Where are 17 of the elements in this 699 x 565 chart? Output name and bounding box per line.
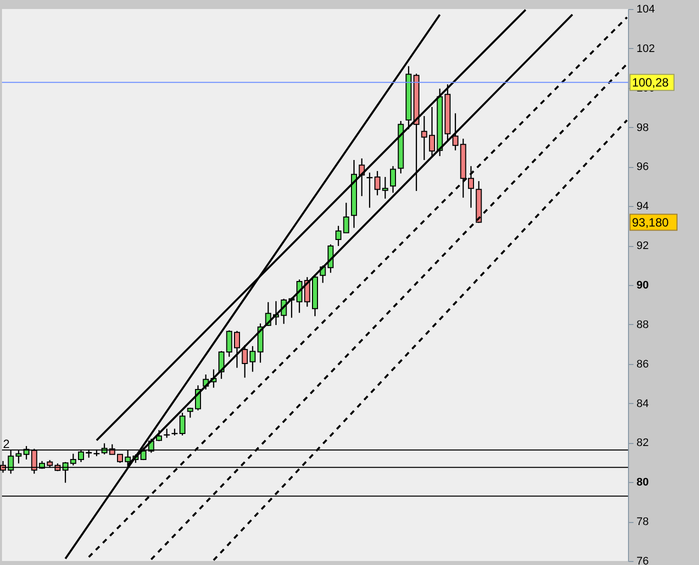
- y-tick-label: 102: [636, 42, 655, 55]
- y-tick-label: 78: [636, 516, 649, 528]
- y-tick-label: 92: [636, 240, 649, 252]
- y-tick-label: 94: [636, 200, 649, 213]
- ref-line-label: 100,28: [632, 75, 670, 90]
- y-tick-label: 80: [636, 476, 649, 489]
- y-tick-label: 84: [636, 398, 649, 410]
- text: 93,180: [632, 215, 670, 230]
- y-tick-label: 98: [636, 122, 649, 134]
- y-tick-label: 90: [636, 280, 649, 292]
- y-tick-label: 76: [636, 556, 649, 565]
- y-tick-label: 96: [636, 161, 649, 174]
- y-tick-label: 88: [636, 318, 649, 331]
- annotation: 2: [3, 437, 10, 451]
- y-tick-label: 86: [636, 358, 649, 370]
- y-tick-label: 104: [636, 4, 655, 16]
- y-tick-label: 82: [636, 437, 649, 450]
